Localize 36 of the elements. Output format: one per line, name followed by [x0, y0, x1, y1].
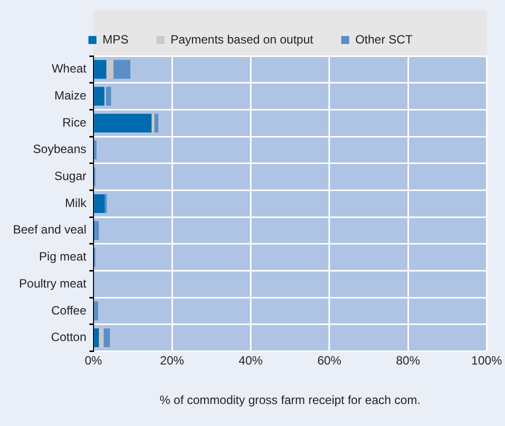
bar: [94, 194, 105, 213]
bar: [106, 60, 114, 79]
bar: [94, 302, 98, 320]
legend-label: MPS: [102, 32, 128, 46]
legend-label: Payments based on output: [170, 32, 314, 46]
bar: [98, 328, 104, 348]
y-tick-label: Beef and veal: [13, 222, 86, 237]
x-tick-label: 100%: [471, 354, 502, 368]
x-axis-title: % of commodity gross farm receipt for each com.: [160, 393, 420, 408]
x-tick-label: 40%: [238, 354, 264, 368]
bar: [94, 114, 152, 132]
legend-label: Other SCT: [355, 32, 414, 46]
bar: [94, 328, 99, 348]
bar: [94, 140, 97, 160]
bar: [94, 221, 99, 240]
y-tick-label: Milk: [65, 196, 88, 210]
x-tick-label: 0%: [84, 354, 102, 368]
bar: [94, 86, 104, 106]
x-tick-label: 20%: [160, 354, 184, 368]
y-tick-label: Sugar: [54, 169, 86, 184]
bar: [94, 60, 106, 79]
y-tick-label: Wheat: [52, 62, 88, 76]
y-tick-label: Cotton: [51, 330, 86, 344]
bar: [104, 328, 110, 348]
y-tick-label: Pig meat: [39, 250, 88, 264]
y-tick-label: Maize: [54, 88, 87, 103]
y-tick-label: Poultry meat: [19, 276, 88, 290]
bar: [106, 86, 112, 106]
y-tick-label: Coffee: [51, 303, 87, 318]
bar: [154, 114, 158, 132]
y-tick-label: Soybeans: [33, 142, 86, 156]
y-tick-label: Rice: [62, 115, 87, 130]
bar: [152, 114, 154, 132]
x-tick-label: 80%: [396, 354, 420, 368]
x-tick-label: 60%: [317, 354, 342, 368]
bar: [113, 60, 130, 79]
